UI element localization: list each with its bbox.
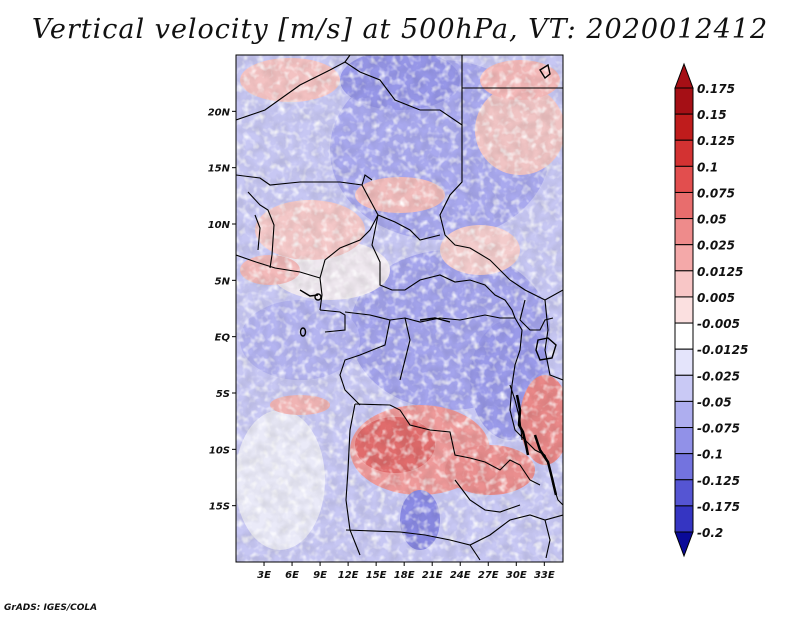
colorbar-segment — [674, 505, 694, 533]
colorbar-segment — [674, 191, 694, 220]
lon-tick-label: 18E — [394, 570, 415, 581]
lon-tick-label: 27E — [478, 570, 499, 581]
colorbar-label: 0.175 — [697, 82, 735, 96]
colorbar-segment — [674, 113, 694, 141]
colorbar-label: -0.2 — [697, 526, 723, 540]
colorbar-segment — [674, 139, 694, 167]
colorbar-label: -0.175 — [697, 500, 740, 514]
longitude-axis: 3E 6E 9E 12E 15E 18E 21E 24E 27E 30E 33E — [257, 562, 555, 581]
colorbar-label: -0.05 — [697, 395, 732, 409]
country-borders — [236, 55, 563, 561]
colorbar-segment — [674, 270, 694, 298]
colorbar-segment — [674, 87, 694, 115]
grads-credit: GrADS: IGES/COLA — [4, 603, 98, 613]
colorbar-label: 0.005 — [697, 291, 735, 305]
colorbar-segment — [674, 374, 694, 402]
lon-tick-label: 3E — [257, 570, 271, 581]
lon-tick-label: 24E — [450, 570, 471, 581]
colorbar-label: -0.0125 — [697, 343, 748, 357]
colorbar-segment — [674, 427, 694, 455]
lon-tick-label: 33E — [534, 570, 555, 581]
colorbar-label: -0.075 — [697, 422, 740, 436]
colorbar-label: -0.1 — [697, 448, 723, 462]
colorbar-segment — [674, 218, 694, 246]
colorbar-label: -0.125 — [697, 474, 740, 488]
colorbar: 0.175 0.15 0.125 0.1 0.075 0.05 0.025 0.0125 0.0… — [674, 62, 748, 558]
colorbar-segment — [674, 453, 694, 481]
colorbar-segment — [674, 479, 694, 507]
colorbar-segment — [674, 400, 694, 429]
lat-tick-label: 5N — [215, 276, 231, 287]
colorbar-segment — [674, 165, 694, 193]
lon-tick-label: 21E — [422, 570, 443, 581]
lat-tick-label: 15S — [209, 502, 230, 513]
colorbar-segment — [674, 348, 694, 376]
colorbar-label: 0.0125 — [697, 265, 743, 279]
colorbar-top-arrow — [674, 62, 694, 89]
colorbar-segment — [674, 322, 694, 350]
colorbar-label: 0.15 — [697, 108, 727, 122]
lakes — [299, 63, 558, 496]
colorbar-label: 0.125 — [697, 134, 735, 148]
lon-tick-label: 9E — [313, 570, 327, 581]
colorbar-label: -0.025 — [697, 369, 740, 383]
lon-tick-label: 6E — [285, 570, 299, 581]
colorbar-segment — [674, 244, 694, 272]
latitude-axis: 20N 15N 10N 5N EQ 5S 10S 15S — [208, 107, 236, 513]
colorbar-label: -0.005 — [697, 317, 740, 331]
lat-tick-label: EQ — [215, 333, 231, 344]
map-frame — [235, 54, 564, 563]
colorbar-segment — [674, 296, 694, 324]
lat-tick-label: 10N — [208, 220, 231, 231]
lat-tick-label: 5S — [216, 389, 230, 400]
lon-tick-label: 15E — [366, 570, 387, 581]
lat-tick-label: 10S — [209, 445, 230, 456]
velocity-field — [236, 55, 563, 562]
colorbar-label: 0.05 — [697, 213, 727, 227]
colorbar-bottom-arrow — [674, 531, 694, 558]
lat-tick-label: 20N — [208, 107, 231, 118]
plot-title: Vertical velocity [m/s] at 500hPa, VT: 2… — [31, 14, 769, 45]
lat-tick-label: 15N — [208, 164, 231, 175]
colorbar-label: 0.075 — [697, 186, 735, 200]
lon-tick-label: 30E — [506, 570, 527, 581]
colorbar-label: 0.025 — [697, 239, 735, 253]
lon-tick-label: 12E — [338, 570, 359, 581]
colorbar-label: 0.1 — [697, 160, 718, 174]
